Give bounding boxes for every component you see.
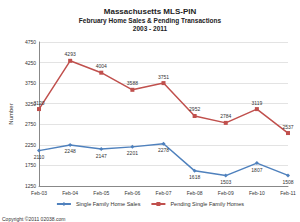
svg-text:2784: 2784 (220, 113, 231, 119)
svg-text:4750: 4750 (25, 39, 36, 45)
svg-text:1618: 1618 (189, 174, 200, 180)
svg-text:Feb-06: Feb-06 (124, 190, 140, 196)
svg-text:Feb-10: Feb-10 (249, 190, 265, 196)
svg-text:2537: 2537 (282, 124, 293, 130)
svg-text:1807: 1807 (251, 167, 262, 173)
svg-text:Copyright ©2011 02038.com: Copyright ©2011 02038.com (2, 216, 65, 222)
svg-text:Feb-04: Feb-04 (62, 190, 78, 196)
svg-text:Number: Number (8, 103, 14, 124)
svg-text:1250: 1250 (25, 183, 36, 189)
svg-text:4004: 4004 (96, 63, 107, 69)
svg-text:Feb-05: Feb-05 (93, 190, 109, 196)
svg-text:2750: 2750 (25, 121, 36, 127)
svg-text:Pending Single Family Homes: Pending Single Family Homes (170, 201, 244, 207)
svg-text:4250: 4250 (25, 60, 36, 66)
svg-text:1508: 1508 (282, 179, 293, 185)
svg-text:2248: 2248 (65, 148, 76, 154)
svg-text:Feb-07: Feb-07 (156, 190, 172, 196)
svg-text:3750: 3750 (25, 80, 36, 86)
svg-text:3751: 3751 (158, 74, 169, 80)
svg-text:4293: 4293 (65, 51, 76, 57)
svg-text:2110: 2110 (34, 154, 45, 160)
svg-text:2250: 2250 (25, 142, 36, 148)
svg-text:3120: 3120 (33, 100, 44, 106)
svg-text:1750: 1750 (25, 162, 36, 168)
svg-text:Feb-11: Feb-11 (280, 190, 296, 196)
svg-text:February Home Sales & Pending: February Home Sales & Pending Transactio… (79, 17, 222, 25)
svg-text:2278: 2278 (158, 147, 169, 153)
svg-text:Massachusetts MLS-PIN: Massachusetts MLS-PIN (104, 7, 197, 16)
svg-text:Feb-08: Feb-08 (187, 190, 203, 196)
svg-text:Feb-03: Feb-03 (31, 190, 47, 196)
svg-text:2201: 2201 (127, 150, 138, 156)
svg-text:2147: 2147 (96, 153, 107, 159)
svg-text:Single Family Home Sales: Single Family Home Sales (76, 201, 141, 207)
svg-text:Feb-09: Feb-09 (218, 190, 234, 196)
svg-text:3250: 3250 (24, 100, 36, 107)
svg-text:2952: 2952 (189, 106, 200, 112)
svg-text:3119: 3119 (251, 100, 262, 106)
svg-text:1503: 1503 (220, 179, 231, 185)
svg-text:2003 - 2011: 2003 - 2011 (133, 25, 168, 32)
svg-text:3588: 3588 (127, 80, 138, 86)
